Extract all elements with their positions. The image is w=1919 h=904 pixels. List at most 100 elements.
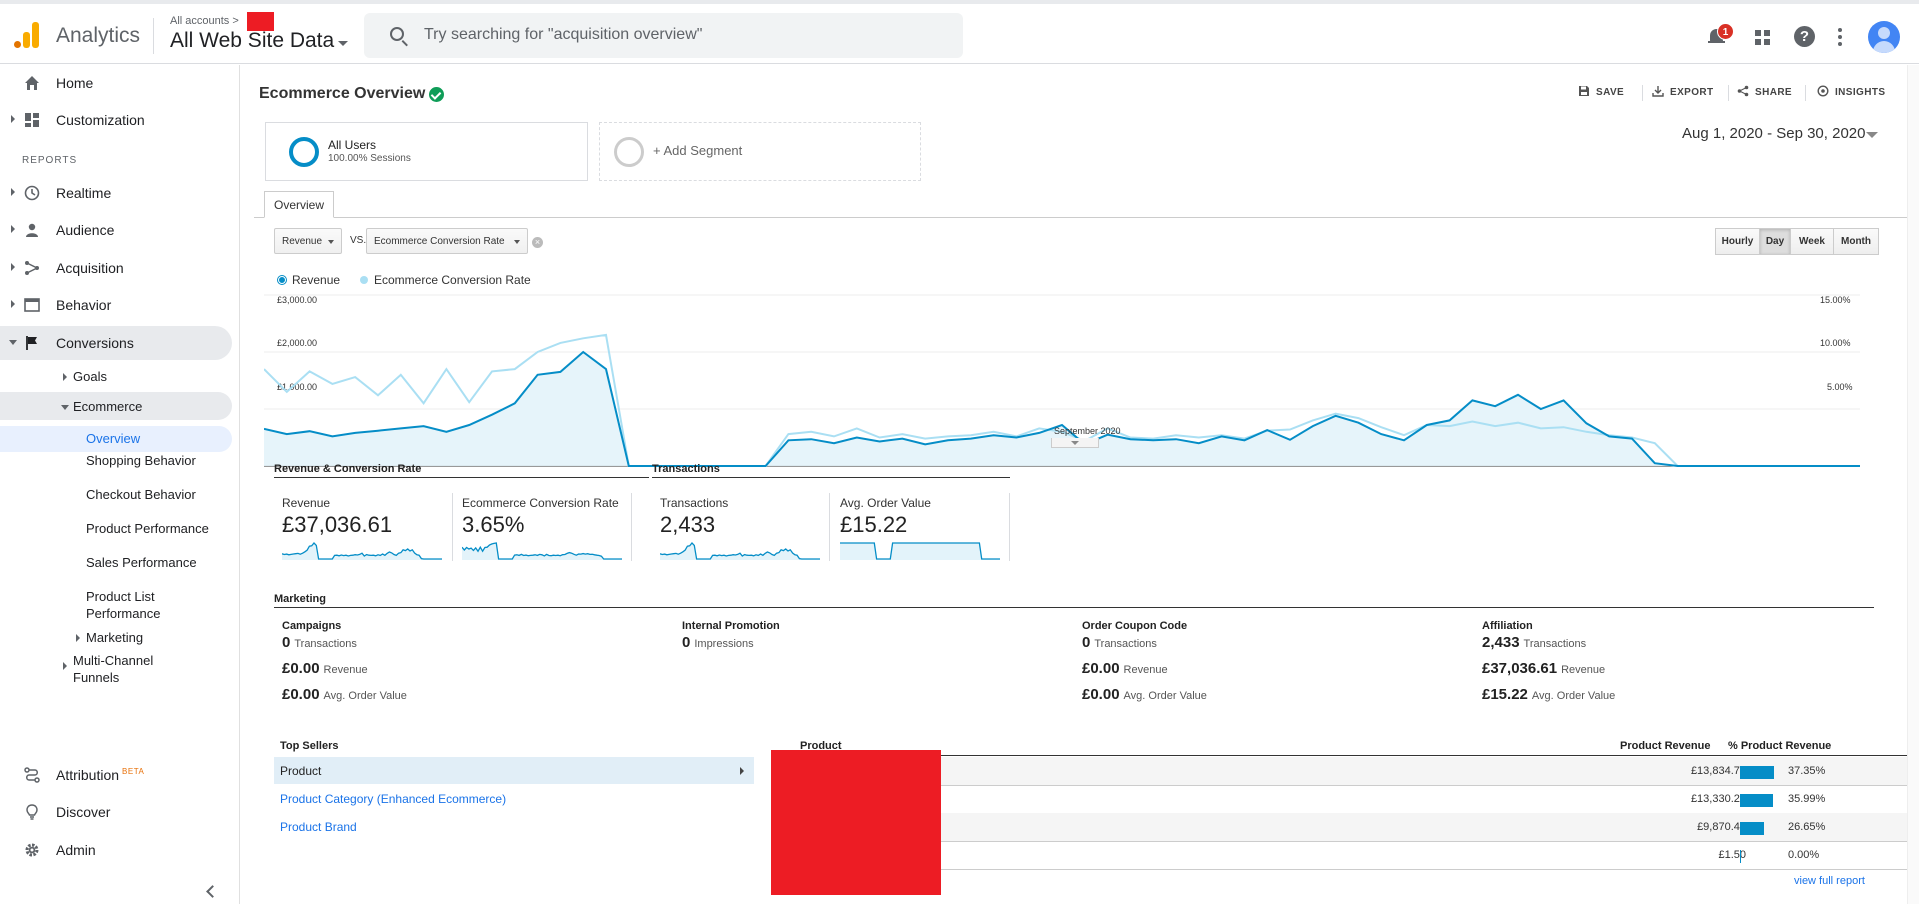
sidebar-item-audience[interactable]: Audience [0,213,232,247]
breadcrumb[interactable]: All accounts > [170,15,239,27]
more-vert-icon[interactable] [1838,28,1842,46]
sidebar-item-attribution[interactable]: Attribution BETA [0,758,232,792]
insights-button[interactable]: INSIGHTS [1817,85,1886,98]
y-left-tick: £2,000.00 [277,338,318,348]
sidebar-item-ecommerce-label[interactable]: Ecommerce [61,399,143,414]
segment-all-users[interactable]: All Users 100.00% Sessions [265,122,588,181]
tab-overview[interactable]: Overview [264,191,334,218]
sidebar-item-acquisition[interactable]: Acquisition [0,251,232,285]
add-segment-button[interactable]: + Add Segment [599,122,921,181]
scrollbar[interactable] [1907,65,1919,904]
sidebar-item-behavior[interactable]: Behavior [0,288,232,322]
section-marketing: Marketing [274,593,1874,608]
revenue-conversion-chart[interactable] [264,290,1860,490]
marketing-metric: £0.00 Avg. Order Value [282,686,407,703]
marketing-metric-value: £0.00 [282,660,320,677]
kpi-avg-order-value[interactable]: Avg. Order Value £15.22 [832,490,1007,560]
kpi-label: Avg. Order Value [840,496,931,510]
row-divider [776,869,1908,870]
acquisition-icon [25,261,39,275]
sidebar-item-admin[interactable]: Admin [0,833,232,867]
granularity-week[interactable]: Week [1790,228,1834,255]
legend-conversion-rate[interactable]: Ecommerce Conversion Rate [360,273,531,287]
sidebar-item-label: Attribution BETA [56,767,145,783]
sidebar-item-marketing[interactable]: Marketing [76,630,144,645]
chart-collapse-handle[interactable] [1051,438,1099,448]
sidebar-item-discover[interactable]: Discover [0,795,232,829]
date-range-picker[interactable]: Aug 1, 2020 - Sep 30, 2020 [1682,125,1866,142]
sidebar-item-multi-channel-funnels[interactable]: Multi-Channel Funnels [63,652,183,686]
search-icon [390,27,404,41]
lightbulb-icon [26,804,38,820]
table-row[interactable]: £9,870.44 26.65% [776,813,1908,841]
granularity-month[interactable]: Month [1833,228,1879,255]
avatar[interactable] [1868,21,1900,53]
sidebar-item-ecommerce[interactable] [0,392,232,420]
kpi-divider [631,493,632,561]
sidebar-item-customization[interactable]: Customization [0,103,232,137]
top-seller-product-category[interactable]: Product Category (Enhanced Ecommerce) [280,792,507,806]
section-transactions: Transactions [652,463,1010,478]
top-seller-product[interactable]: Product [274,757,754,784]
revenue-share-bar [1740,850,1741,863]
sidebar-item-product-performance[interactable]: Product Performance [86,521,209,536]
attribution-icon [24,767,40,783]
search-input[interactable] [424,25,944,45]
sidebar-item-label: Marketing [86,630,144,645]
share-button[interactable]: SHARE [1737,85,1792,98]
sparkline-line [840,542,1000,560]
granularity-hourly[interactable]: Hourly [1715,228,1760,255]
section-revenue-conversion: Revenue & Conversion Rate [274,463,649,478]
sidebar-item-product-list-performance[interactable]: Product List Performance [86,589,161,621]
sidebar-item-overview[interactable]: Overview [86,431,141,446]
top-seller-product-brand[interactable]: Product Brand [280,820,357,834]
save-button[interactable]: SAVE [1579,86,1624,98]
metric-selector-secondary[interactable]: Ecommerce Conversion Rate [366,228,528,254]
kpi-revenue[interactable]: Revenue £37,036.61 [274,490,449,560]
sidebar-item-overview-highlight[interactable] [0,426,232,452]
search-bar[interactable] [364,13,963,58]
chevron-down-icon[interactable] [1866,132,1878,138]
sidebar-item-goals[interactable]: Goals [63,369,107,384]
sidebar-item-shopping-behavior[interactable]: Shopping Behavior [86,453,196,468]
sidebar-item-checkout-behavior[interactable]: Checkout Behavior [86,487,196,502]
sidebar-item-label: Ecommerce [73,399,143,414]
sidebar-item-label: Realtime [56,185,112,201]
property-selector[interactable]: All Web Site Data [170,29,335,52]
export-button[interactable]: EXPORT [1652,86,1714,98]
col-header-product: Product [800,740,842,752]
legend-revenue[interactable]: Revenue [278,273,340,287]
insights-label: INSIGHTS [1835,87,1886,98]
add-segment-label: + Add Segment [653,143,743,158]
sidebar-item-realtime[interactable]: Realtime [0,176,232,210]
metric-selector-primary[interactable]: Revenue [274,228,342,254]
table-row[interactable]: £13,834.71 37.35% [776,757,1908,785]
kpi-label: Transactions [660,496,729,510]
sidebar-item-sales-performance[interactable]: Sales Performance [86,555,197,570]
marketing-metric-label: Avg. Order Value [1531,690,1616,702]
analytics-logo-icon[interactable] [14,22,40,48]
kpi-transactions[interactable]: Transactions 2,433 [652,490,827,560]
legend-swatch [360,276,368,284]
sidebar-item-home[interactable]: Home [0,66,232,100]
close-icon[interactable]: × [532,237,543,248]
table-row[interactable]: £13,330.20 35.99% [776,785,1908,813]
kpi-conversion-rate[interactable]: Ecommerce Conversion Rate 3.65% [454,490,629,560]
app-name[interactable]: Analytics [56,24,141,47]
help-icon[interactable]: ? [1794,26,1815,47]
chevron-down-icon[interactable] [338,41,348,46]
sidebar-item-conversions[interactable]: Conversions [0,326,232,360]
x-axis-label: September 2020 [1054,426,1121,436]
sidebar-item-label: Multi-Channel Funnels [73,653,154,685]
apps-grid-icon[interactable] [1755,30,1771,46]
collapse-sidebar-icon[interactable] [206,885,219,898]
segment-ring-icon [289,137,319,167]
flag-icon [26,336,37,350]
tab-bar [254,217,1908,218]
table-row[interactable]: £1.50 0.00% [776,841,1908,869]
view-full-report-link[interactable]: view full report [1794,875,1865,887]
legend-label: Ecommerce Conversion Rate [374,273,531,287]
granularity-day[interactable]: Day [1759,228,1791,255]
revenue-share-bar [1740,766,1774,779]
app-header: Analytics All accounts > All Web Site Da… [0,4,1919,64]
